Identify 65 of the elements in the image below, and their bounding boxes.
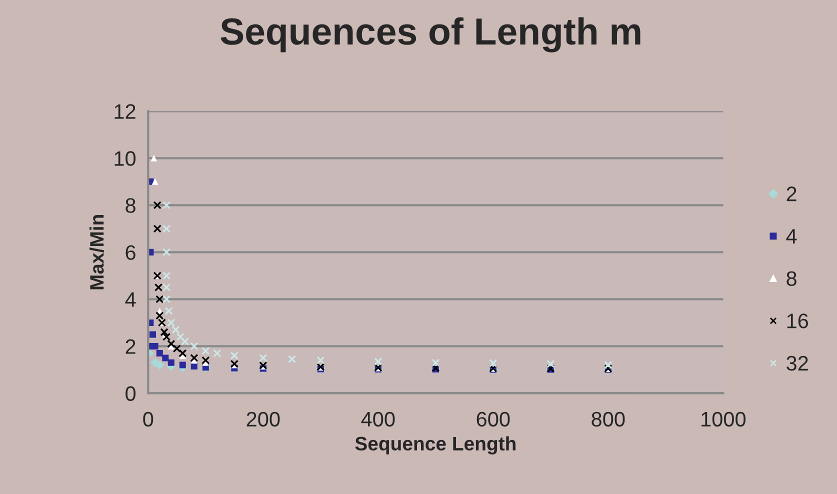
point bbox=[162, 283, 171, 292]
point bbox=[172, 344, 181, 353]
point bbox=[178, 349, 187, 358]
x-tick-label: 600 bbox=[476, 412, 510, 427]
point bbox=[156, 312, 164, 320]
x-tick-label: 1000 bbox=[702, 412, 746, 427]
y-tick-label: 6 bbox=[126, 245, 136, 260]
point bbox=[167, 340, 176, 348]
y-tick-label: 8 bbox=[126, 198, 136, 213]
point bbox=[172, 326, 180, 334]
point bbox=[149, 331, 156, 338]
y-tick-label: 10 bbox=[114, 151, 136, 166]
point bbox=[167, 318, 176, 327]
point bbox=[152, 178, 158, 185]
point bbox=[168, 359, 174, 366]
point bbox=[156, 295, 164, 304]
point bbox=[604, 360, 612, 370]
point bbox=[162, 332, 171, 341]
point bbox=[162, 354, 169, 362]
x-axis-title: Sequence Length bbox=[355, 436, 516, 454]
point bbox=[190, 362, 198, 370]
point bbox=[202, 356, 210, 364]
point bbox=[230, 352, 238, 360]
point bbox=[162, 201, 171, 210]
legend-label: 2 bbox=[786, 186, 796, 202]
point bbox=[162, 272, 171, 280]
point bbox=[150, 154, 158, 162]
y-tick-label: 4 bbox=[125, 292, 136, 307]
point bbox=[190, 342, 198, 350]
point bbox=[546, 360, 555, 368]
point bbox=[190, 354, 198, 362]
point bbox=[176, 332, 184, 341]
x-tick-label: 800 bbox=[592, 412, 625, 427]
y-tick-label: 2 bbox=[126, 339, 136, 354]
point bbox=[180, 337, 190, 346]
point bbox=[162, 224, 171, 233]
point bbox=[259, 354, 268, 362]
point bbox=[288, 355, 296, 364]
legend-label: 4 bbox=[786, 229, 797, 244]
point bbox=[374, 357, 382, 366]
point bbox=[202, 346, 210, 356]
point bbox=[179, 362, 186, 368]
x-tick-label: 200 bbox=[246, 412, 280, 427]
point bbox=[160, 328, 168, 336]
chart-title: Sequences of Length m bbox=[220, 17, 640, 52]
point bbox=[489, 359, 498, 368]
legend-label: 32 bbox=[786, 356, 808, 371]
y-tick-label: 0 bbox=[126, 386, 136, 401]
legend-label: 16 bbox=[787, 314, 808, 328]
x-tick-label: 0 bbox=[143, 412, 154, 427]
y-axis-title: Max/Min bbox=[89, 215, 104, 290]
point bbox=[162, 295, 171, 304]
point bbox=[213, 349, 222, 358]
point bbox=[155, 360, 164, 370]
x-tick-label: 400 bbox=[361, 412, 395, 427]
point bbox=[154, 283, 163, 292]
point bbox=[316, 356, 325, 364]
y-tick-label: 12 bbox=[114, 104, 136, 119]
point bbox=[153, 201, 162, 210]
point bbox=[432, 358, 440, 367]
point bbox=[162, 248, 171, 256]
point bbox=[153, 224, 162, 233]
point bbox=[164, 306, 173, 316]
point bbox=[156, 350, 163, 357]
legend-label: 8 bbox=[786, 271, 796, 286]
